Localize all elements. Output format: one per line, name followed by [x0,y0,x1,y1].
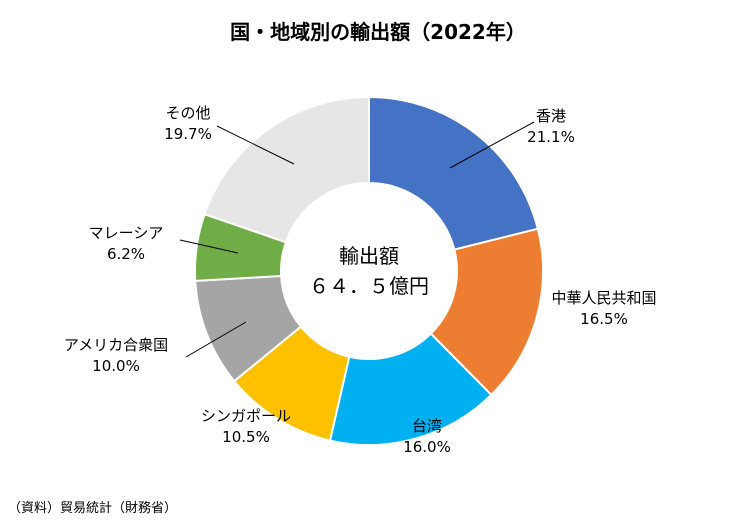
leader-line-6 [216,125,295,165]
slice-label-value-1: 16.5% [580,310,628,328]
center-label-title: 輸出額 [339,244,399,268]
slice-label-value-5: 6.2% [107,245,145,263]
leader-line-5 [179,239,239,254]
slice-label-value-3: 10.5% [222,428,270,446]
leader-line-4 [185,321,247,358]
leader-lines-group [179,121,535,358]
slice-0 [368,95,540,251]
slice-label-name-0: 香港 [536,107,566,125]
slice-label-name-3: シンガポール [201,407,291,425]
slice-label-value-2: 16.0% [403,438,451,456]
slice-label-name-2: 台湾 [412,417,442,435]
center-label-value: ６４．５億円 [309,274,429,298]
slice-label-name-4: アメリカ合衆国 [64,336,168,354]
slice-6 [203,95,370,244]
labels-group: 香港 21.1% 中華人民共和国 16.5% 台湾 16.0% シンガポール 10.5% アメリ… [64,104,657,456]
slices-group [194,95,544,446]
slice-label-value-6: 19.7% [164,125,212,143]
slice-label-name-5: マレーシア [89,224,164,242]
slice-label-name-1: 中華人民共和国 [551,289,656,307]
chart-title: 国・地域別の輸出額（2022年） [230,20,526,44]
source-note: （資料）貿易統計（財務省） [8,501,178,516]
leader-line-0 [449,121,535,169]
slice-label-value-4: 10.0% [92,357,140,375]
slice-1 [429,227,544,397]
slice-label-name-6: その他 [165,104,210,122]
slice-label-value-0: 21.1% [527,128,575,146]
